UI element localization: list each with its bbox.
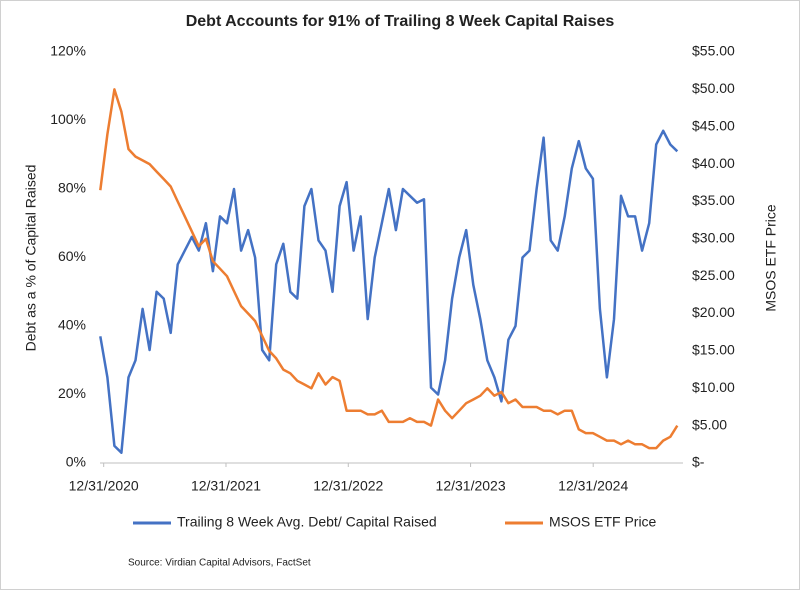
x-tick-label: 12/31/2021 xyxy=(191,478,261,494)
legend-label: MSOS ETF Price xyxy=(549,514,657,530)
y2-tick-label: $55.00 xyxy=(692,43,735,59)
y2-tick-label: $30.00 xyxy=(692,230,735,246)
y2-tick-label: $35.00 xyxy=(692,192,735,208)
chart-title: Debt Accounts for 91% of Trailing 8 Week… xyxy=(186,13,615,30)
y-tick-label: 20% xyxy=(58,385,86,401)
y2-tick-label: $5.00 xyxy=(692,416,727,432)
x-tick-label: 12/31/2020 xyxy=(69,478,139,494)
y2-tick-label: $45.00 xyxy=(692,117,735,133)
y-axis-label: Debt as a % of Capital Raised xyxy=(23,165,39,352)
x-tick-label: 12/31/2023 xyxy=(436,478,506,494)
y2-tick-label: $50.00 xyxy=(692,80,735,96)
series-line xyxy=(99,88,679,450)
y2-tick-label: $- xyxy=(692,454,705,470)
y-tick-label: 120% xyxy=(50,43,86,59)
x-tick-label: 12/31/2022 xyxy=(313,478,383,494)
y2-tick-label: $10.00 xyxy=(692,379,735,395)
y2-tick-label: $25.00 xyxy=(692,267,735,283)
y-tick-label: 60% xyxy=(58,248,86,264)
series-line xyxy=(99,129,679,454)
y2-tick-label: $15.00 xyxy=(692,342,735,358)
legend-label: Trailing 8 Week Avg. Debt/ Capital Raise… xyxy=(177,514,437,530)
x-tick-label: 12/31/2024 xyxy=(558,478,628,494)
y-tick-label: 40% xyxy=(58,317,86,333)
y2-axis-label: MSOS ETF Price xyxy=(763,204,779,312)
y-tick-label: 80% xyxy=(58,180,86,196)
y-tick-label: 0% xyxy=(66,454,86,470)
y2-tick-label: $20.00 xyxy=(692,304,735,320)
y-tick-label: 100% xyxy=(50,111,86,127)
y2-tick-label: $40.00 xyxy=(692,155,735,171)
source-note: Source: Virdian Capital Advisors, FactSe… xyxy=(128,558,311,569)
